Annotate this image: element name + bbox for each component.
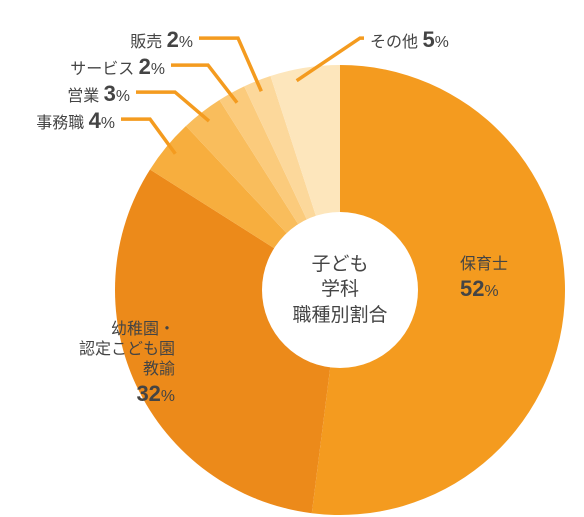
slice-label: その他 5% [370,26,449,54]
slice-label: 営業 3% [67,80,130,108]
center-line-1: 子ども [311,252,368,278]
slice-label: 保育士52% [460,255,508,303]
chart-center-label: 子ども 学科 職種別割合 [262,212,418,368]
slice-label: 事務職 4% [36,107,115,135]
slice-label: 販売 2% [130,26,193,54]
slice-label: 幼稚園・認定こども園教諭32% [79,320,175,408]
center-line-3: 職種別割合 [292,303,387,329]
center-line-2: 学科 [321,277,359,303]
slice-label: サービス 2% [70,53,165,81]
pie-chart: 子ども 学科 職種別割合 保育士52% 幼稚園・認定こども園教諭32% 事務職 4%… [0,0,584,517]
